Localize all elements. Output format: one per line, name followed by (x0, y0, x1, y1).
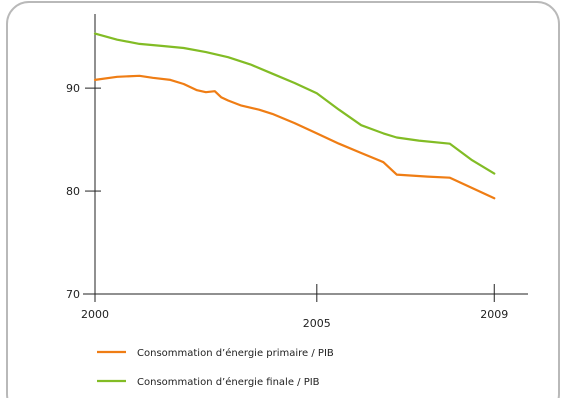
y-tick-label: 70 (66, 288, 80, 301)
y-axis-ticks: 90 80 70 (66, 82, 101, 301)
x-axis-ticks: 2000 2005 2009 (81, 284, 508, 330)
series-lines (93, 32, 496, 200)
legend-label: Consommation d’énergie primaire / PIB (137, 347, 334, 359)
primary-energy-line (93, 74, 496, 200)
legend-label: Consommation d’énergie finale / PIB (137, 376, 320, 388)
x-tick-label: 2005 (303, 317, 331, 330)
legend: Consommation d’énergie primaire / PIB Con… (97, 347, 334, 388)
y-tick-label: 80 (66, 185, 80, 198)
final-energy-line (93, 32, 496, 175)
chart-frame (6, 1, 560, 398)
x-tick-label: 2009 (480, 308, 508, 321)
y-tick-label: 90 (66, 82, 80, 95)
x-tick-label: 2000 (81, 308, 109, 321)
